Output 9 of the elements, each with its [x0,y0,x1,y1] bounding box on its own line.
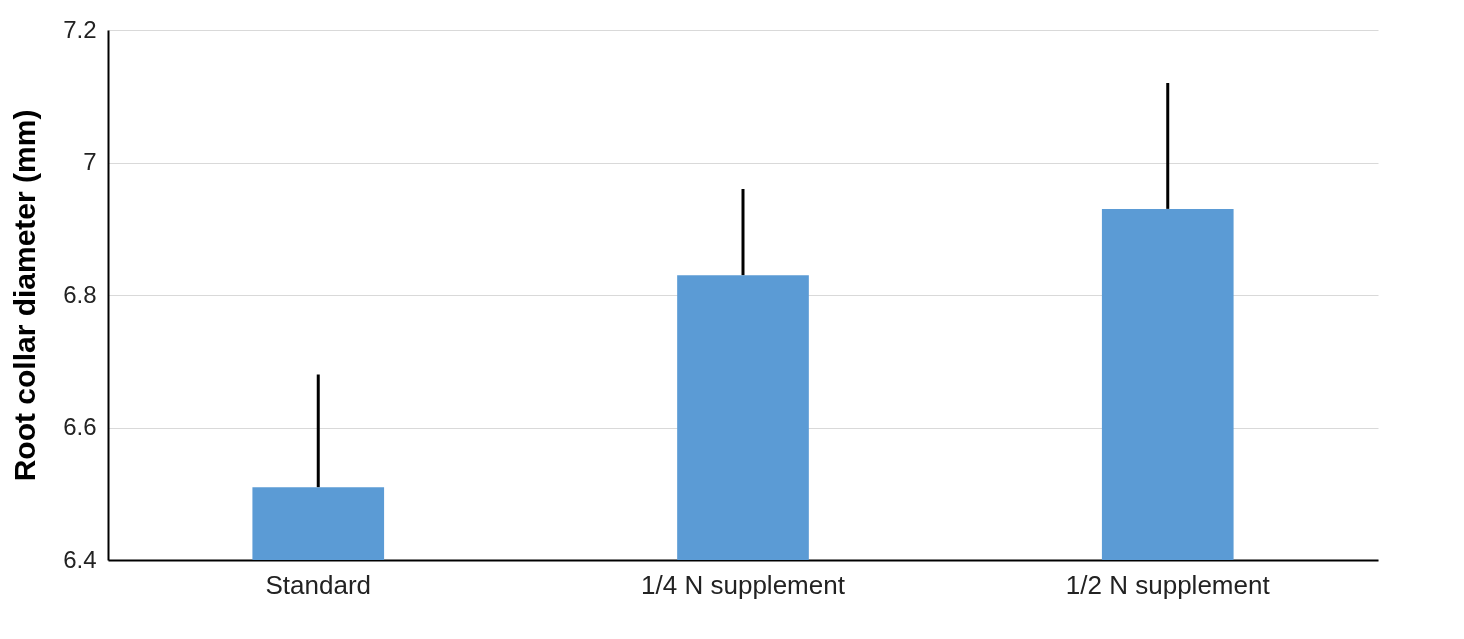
x-tick-label: 1/4 N supplement [641,569,846,600]
y-tick-label: 7 [83,148,97,175]
y-tick-label: 6.8 [63,280,97,308]
y-tick-label: 6.4 [63,545,97,573]
x-tick-label: Standard [265,569,372,600]
x-tick-label: 1/2 N supplement [1065,569,1271,600]
y-tick-label: 6.6 [63,413,97,440]
y-axis-title: Root collar diameter (mm) [8,109,42,482]
y-tick-label: 7.2 [63,15,97,43]
